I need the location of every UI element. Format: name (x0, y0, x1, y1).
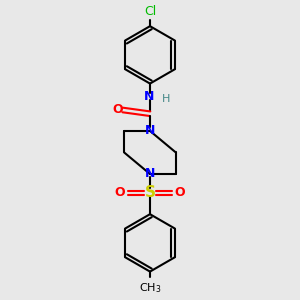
Text: N: N (143, 90, 154, 103)
Text: CH$_3$: CH$_3$ (139, 281, 161, 295)
Text: H: H (162, 94, 170, 104)
Text: N: N (145, 167, 155, 181)
Text: O: O (175, 186, 185, 199)
Text: Cl: Cl (144, 5, 156, 18)
Text: N: N (145, 124, 155, 137)
Text: S: S (145, 185, 155, 200)
Text: O: O (115, 186, 125, 199)
Text: O: O (112, 103, 123, 116)
